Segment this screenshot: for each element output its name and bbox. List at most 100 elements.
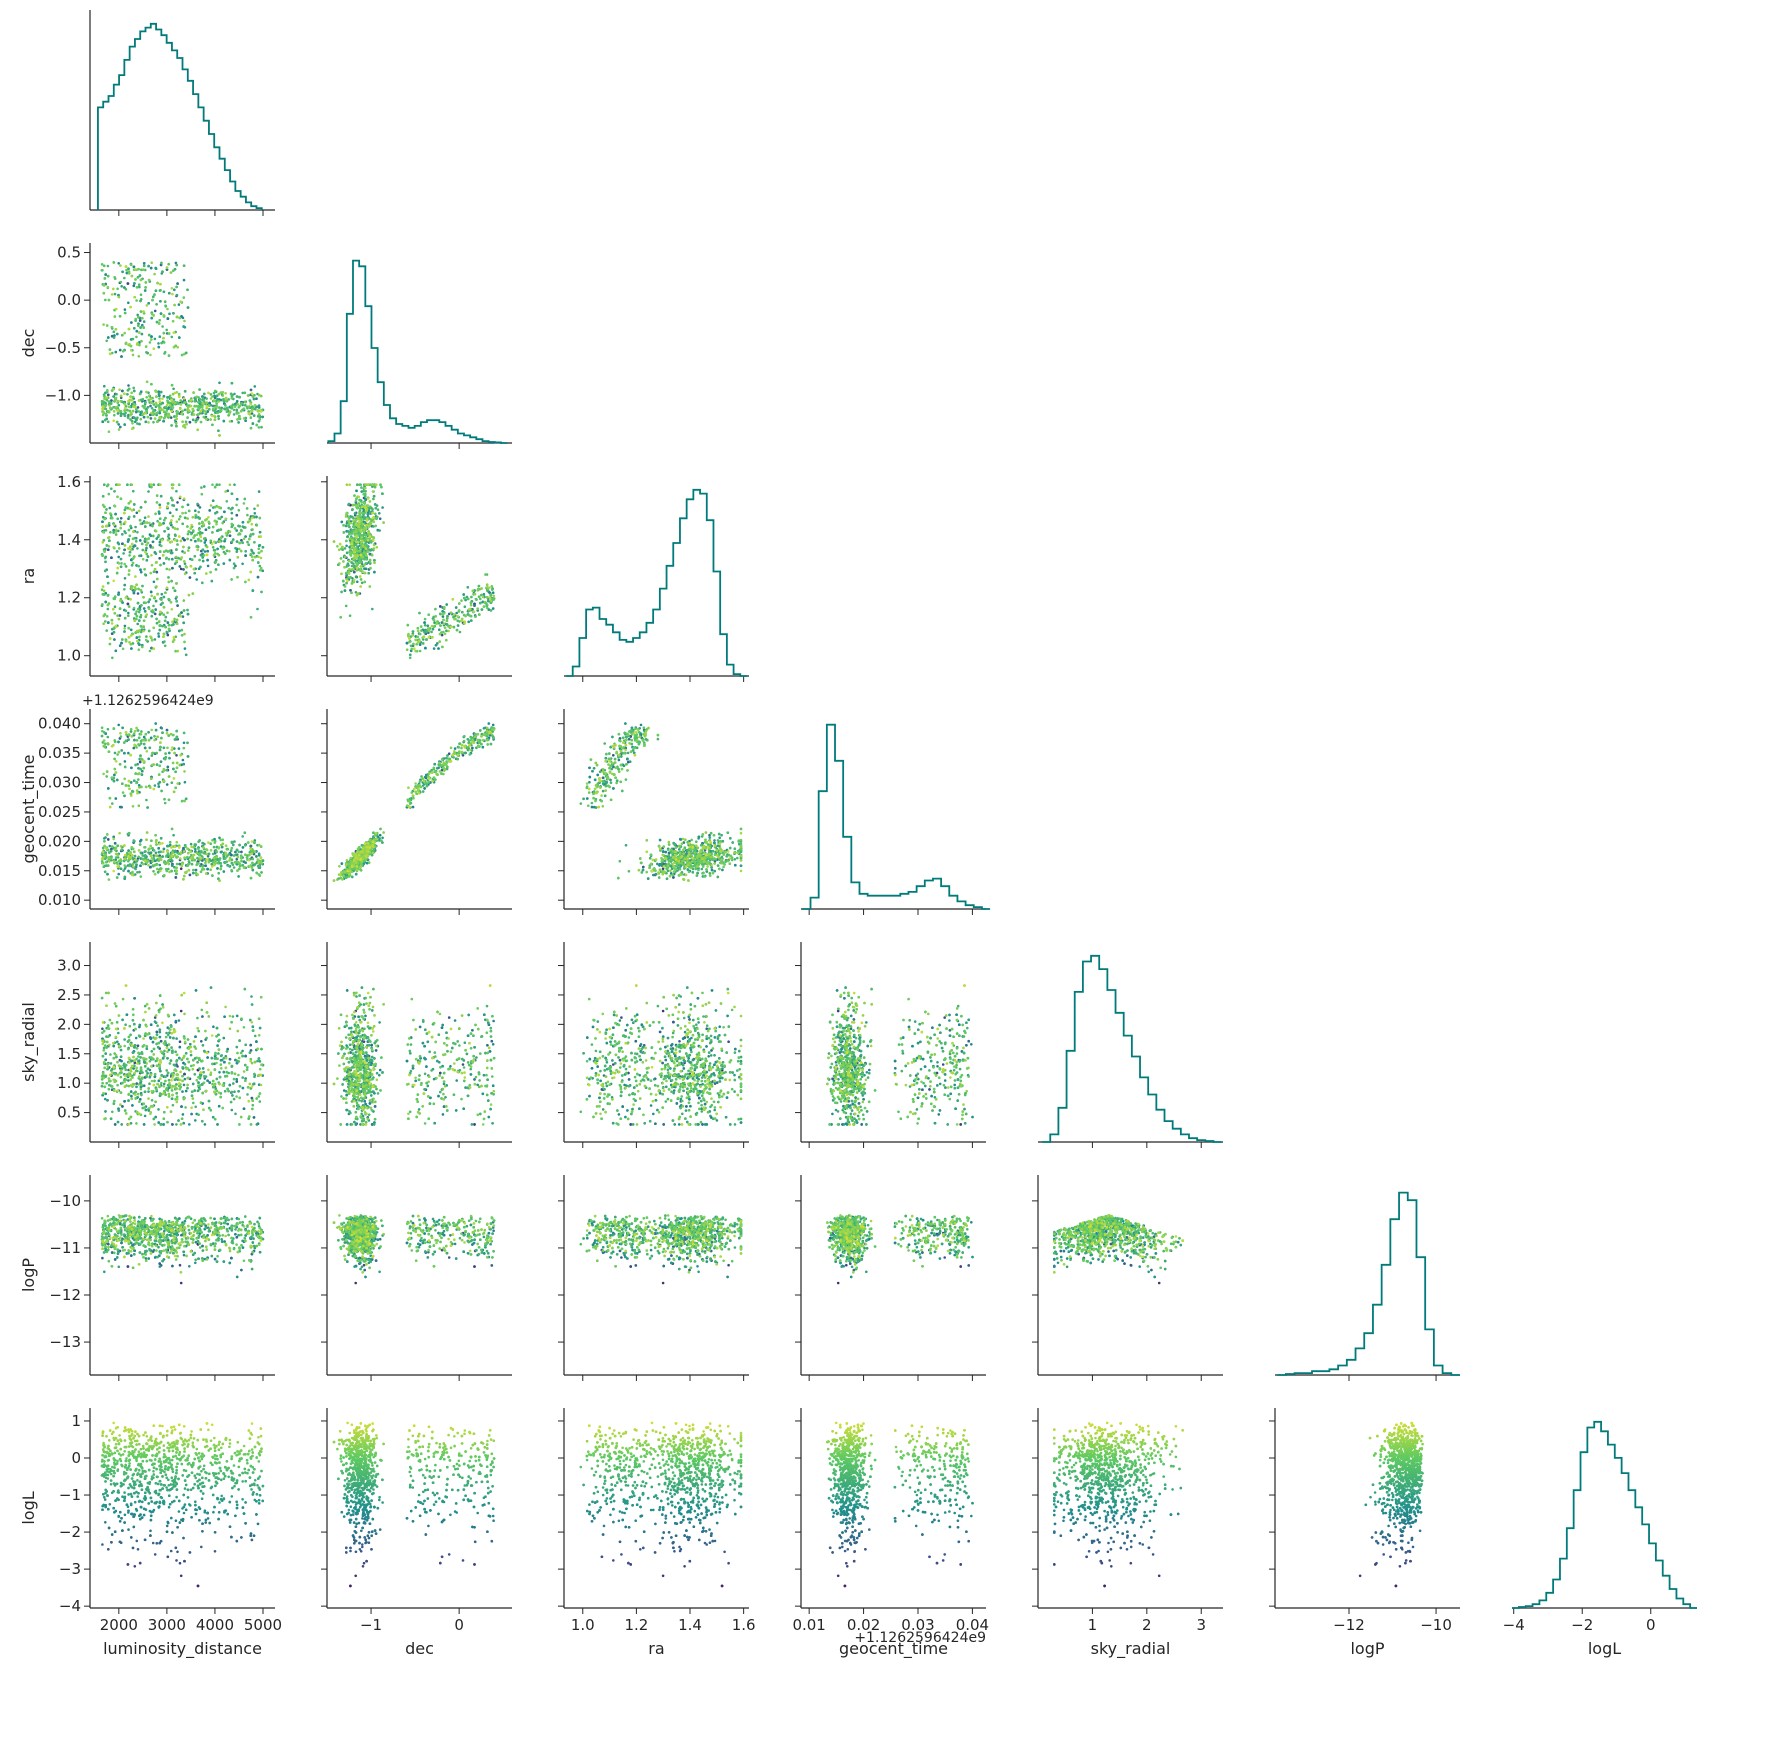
scatter-point <box>120 355 123 358</box>
scatter-point <box>224 392 227 395</box>
scatter-point <box>127 417 130 420</box>
scatter-point <box>167 317 170 320</box>
scatter-point <box>144 289 147 292</box>
scatter-point <box>107 410 110 413</box>
scatter-point <box>202 402 205 405</box>
scatter-point <box>160 312 163 315</box>
scatter-point <box>155 390 158 393</box>
scatter-point <box>101 401 104 404</box>
scatter-point <box>153 273 156 276</box>
scatter-point <box>150 338 153 341</box>
scatter-point <box>124 414 127 417</box>
scatter-point <box>117 262 120 265</box>
scatter-point <box>198 408 201 411</box>
scatter-point <box>200 421 203 424</box>
scatter-point <box>133 282 136 285</box>
scatter-point <box>223 420 226 423</box>
scatter-point <box>231 382 234 385</box>
scatter-point <box>101 420 104 423</box>
scatter-point <box>163 341 166 344</box>
scatter-point <box>244 419 247 422</box>
scatter-point <box>103 265 106 268</box>
scatter-point <box>141 410 144 413</box>
scatter-point <box>254 404 257 407</box>
scatter-point <box>215 406 218 409</box>
scatter-point <box>141 317 144 320</box>
scatter-point <box>143 265 146 268</box>
scatter-point <box>250 427 253 430</box>
scatter-point <box>114 293 117 296</box>
scatter-point <box>214 418 217 421</box>
scatter-point <box>244 401 247 404</box>
scatter-point <box>140 418 143 421</box>
scatter-point <box>119 349 122 352</box>
scatter-point <box>112 395 115 398</box>
scatter-point <box>195 421 198 424</box>
scatter-point <box>247 394 250 397</box>
scatter-point <box>116 288 119 291</box>
scatter-point <box>176 346 179 349</box>
scatter-point <box>137 406 140 409</box>
scatter-point <box>159 289 162 292</box>
scatter-point <box>149 405 152 408</box>
scatter-point <box>121 271 124 274</box>
scatter-point <box>233 409 236 412</box>
y-tick-label: 0.5 <box>57 244 81 262</box>
scatter-point <box>130 264 133 267</box>
scatter-point <box>155 289 158 292</box>
scatter-point <box>176 294 179 297</box>
scatter-point <box>109 407 112 410</box>
scatter-point <box>119 315 122 318</box>
scatter-point <box>233 393 236 396</box>
scatter-point <box>226 411 229 414</box>
scatter-point <box>251 395 254 398</box>
scatter-point <box>169 395 172 398</box>
scatter-point <box>180 412 183 415</box>
panel-dec-vs-luminosity_distance: −1.0−0.50.00.5dec <box>19 243 275 449</box>
scatter-point <box>259 418 262 421</box>
scatter-point <box>196 429 199 432</box>
scatter-point <box>253 414 256 417</box>
scatter-point <box>194 400 197 403</box>
scatter-point <box>124 403 127 406</box>
panels-layer: −1.0−0.50.00.5dec1.01.21.41.6ra0.0100.01… <box>19 10 1697 1659</box>
scatter-point <box>261 416 264 419</box>
scatter-point <box>231 397 234 400</box>
scatter-point <box>147 265 150 268</box>
scatter-point <box>123 277 126 280</box>
scatter-point <box>172 406 175 409</box>
scatter-point <box>140 340 143 343</box>
scatter-point <box>119 426 122 429</box>
scatter-point <box>156 412 159 415</box>
scatter-point <box>147 399 150 402</box>
scatter-point <box>197 401 200 404</box>
scatter-point <box>178 336 181 339</box>
scatter-point <box>127 384 130 387</box>
scatter-point <box>215 402 218 405</box>
scatter-point <box>135 408 138 411</box>
scatter-point <box>141 324 144 327</box>
scatter-point <box>176 401 179 404</box>
scatter-point <box>154 417 157 420</box>
scatter-point <box>218 406 221 409</box>
scatter-point <box>174 402 177 405</box>
scatter-point <box>156 282 159 285</box>
scatter-point <box>210 393 213 396</box>
scatter-point <box>104 407 107 410</box>
scatter-point <box>178 303 181 306</box>
scatter-point <box>126 393 129 396</box>
scatter-point <box>184 426 187 429</box>
scatter-point <box>128 272 131 275</box>
scatter-point <box>184 409 187 412</box>
scatter-point <box>163 291 166 294</box>
scatter-point <box>137 276 140 279</box>
scatter-point <box>133 285 136 288</box>
scatter-point <box>131 422 134 425</box>
scatter-point <box>138 286 141 289</box>
scatter-point <box>107 265 110 268</box>
scatter-point <box>111 326 114 329</box>
scatter-point <box>173 304 176 307</box>
scatter-point <box>163 332 166 335</box>
scatter-point <box>176 411 179 414</box>
scatter-point <box>134 278 137 281</box>
